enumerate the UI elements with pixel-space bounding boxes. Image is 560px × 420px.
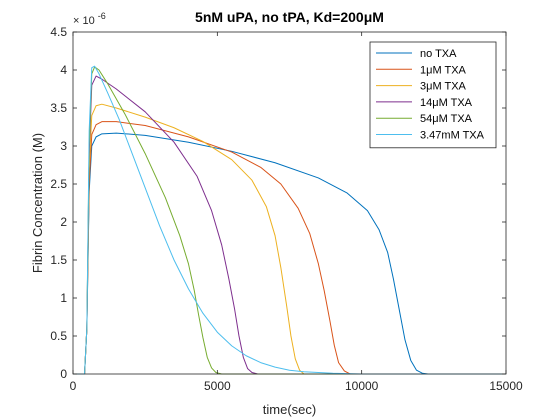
legend-box [369,41,497,149]
legend-label: 3μM TXA [420,81,467,93]
y-tick-label: 0.5 [50,329,67,343]
series-lines [73,65,506,375]
series-line-3 [73,103,506,375]
x-tick-label: 15000 [489,379,523,393]
x-tick-label: 0 [70,379,77,393]
legend-label: 1μM TXA [420,64,467,76]
series-line-1 [73,132,506,375]
y-axis-exponent-base: × 10 [73,15,95,27]
y-tick-label: 3 [60,139,67,153]
series-line-6 [73,65,506,375]
legend: no TXA 1μM TXA 3μM TXA 14μM TXA 54μM TXA 3.47… [369,41,497,149]
axes-box [72,31,507,375]
x-tick-label: 10000 [345,379,379,393]
y-tick-label: 0 [60,367,67,381]
chart-title: 5nM uPA, no tPA, Kd=200μM [195,9,384,25]
y-tick-label: 4 [60,63,67,77]
legend-label: no TXA [420,48,457,60]
y-tick-label: 2.5 [50,177,67,191]
series-line-2 [73,121,506,375]
y-tick-label: 4.5 [50,25,67,39]
x-axis-ticks: 0 5000 10000 15000 [70,32,523,393]
x-axis-label: time(sec) [263,402,316,417]
x-tick-label: 5000 [204,379,231,393]
y-axis-exponent: × 10 -6 [73,11,106,27]
y-tick-label: 1 [60,291,67,305]
y-tick-label: 2 [60,215,67,229]
y-axis-exponent-power: -6 [98,11,106,21]
y-axis-label: Fibrin Concentration (M) [30,133,45,273]
y-tick-label: 3.5 [50,101,67,115]
y-tick-label: 1.5 [50,253,67,267]
legend-label: 14μM TXA [420,97,473,109]
y-axis-ticks: 0 0.5 1 1.5 2 2.5 3 3.5 4 4.5 [50,25,506,381]
legend-label: 54μM TXA [420,113,473,125]
legend-label: 3.47mM TXA [420,130,485,142]
